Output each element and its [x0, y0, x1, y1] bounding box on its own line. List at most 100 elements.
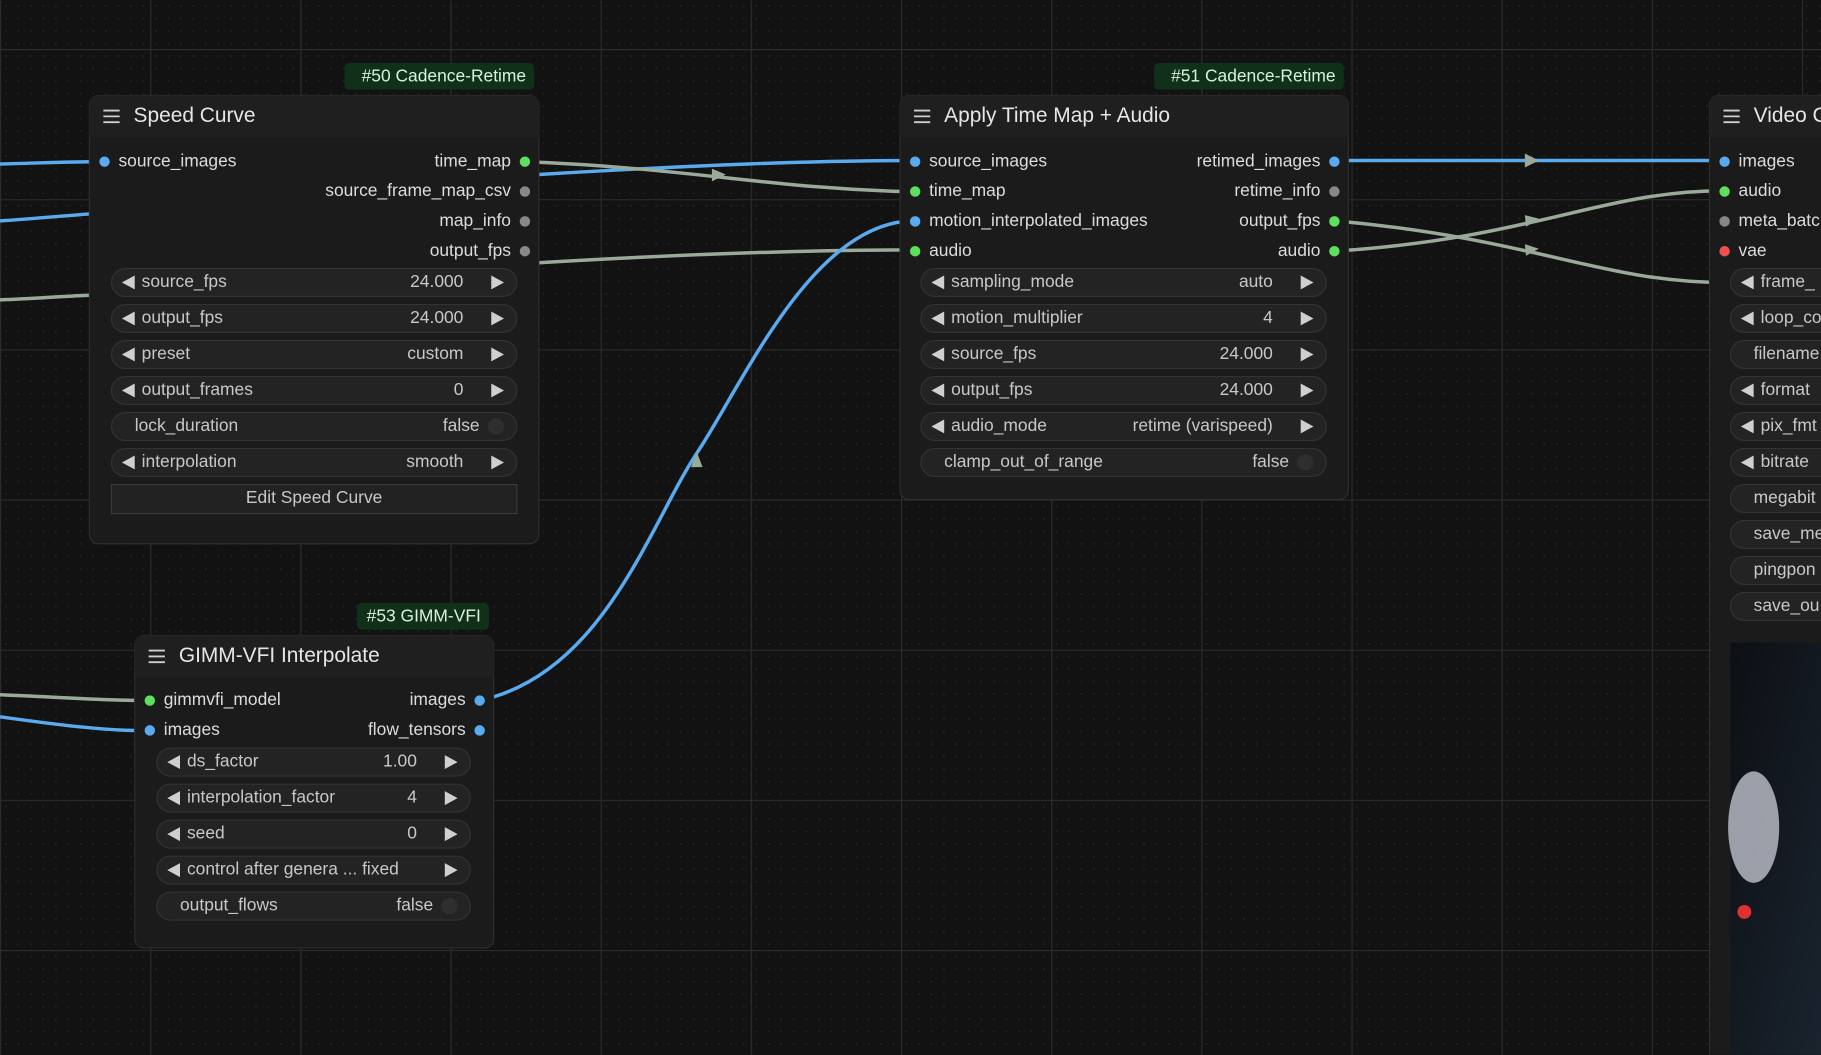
- widget[interactable]: [1729, 447, 1821, 477]
- output-slot[interactable]: [1329, 216, 1340, 227]
- arrow-left[interactable]: [167, 827, 181, 842]
- arrow-right[interactable]: [491, 455, 505, 470]
- widget-value: 4: [1263, 307, 1273, 327]
- toggle[interactable]: [487, 418, 505, 435]
- input-slot[interactable]: [909, 245, 921, 257]
- widget[interactable]: [156, 891, 471, 921]
- arrow-left[interactable]: [121, 311, 135, 326]
- arrow-left[interactable]: [931, 275, 945, 290]
- node[interactable]: Apply Time Map + Audio#51 Cadence-Retime…: [899, 62, 1349, 501]
- widget[interactable]: [920, 339, 1327, 369]
- widget-label: frame_: [1761, 271, 1815, 291]
- widget[interactable]: [1729, 375, 1821, 405]
- widget[interactable]: [1729, 519, 1821, 549]
- widget[interactable]: [156, 855, 471, 885]
- widget-label: filename: [1754, 343, 1820, 363]
- node[interactable]: GIMM-VFI Interpolate #53 GIMM-VFI gimmvfi_…: [134, 602, 495, 949]
- output-slot[interactable]: [1329, 186, 1340, 197]
- input-slot[interactable]: [99, 156, 110, 167]
- arrow-right[interactable]: [491, 275, 505, 290]
- node[interactable]: Speed Curve #50 Cadence-Retime source_imag…: [88, 62, 540, 545]
- arrow-right[interactable]: [444, 863, 458, 878]
- widget[interactable]: [110, 375, 518, 405]
- widget[interactable]: [156, 819, 471, 849]
- arrow-right[interactable]: [444, 755, 458, 770]
- arrow-left[interactable]: [1740, 419, 1754, 434]
- arrow-left[interactable]: [1740, 455, 1754, 470]
- output-label: map_info: [439, 210, 511, 230]
- widget[interactable]: [110, 411, 518, 441]
- arrow-right[interactable]: [1300, 311, 1314, 326]
- widget[interactable]: [920, 375, 1327, 405]
- menu-icon[interactable]: [103, 109, 120, 124]
- widget[interactable]: [110, 339, 518, 369]
- output-slot[interactable]: [474, 695, 485, 706]
- widget[interactable]: [110, 303, 518, 333]
- arrow-left[interactable]: [1740, 383, 1754, 398]
- arrow-right[interactable]: [491, 311, 505, 326]
- input-slot[interactable]: [144, 695, 156, 706]
- widget[interactable]: [1729, 591, 1821, 621]
- widget[interactable]: [1729, 411, 1821, 441]
- arrow-right[interactable]: [491, 347, 505, 362]
- arrow-left[interactable]: [167, 791, 181, 806]
- input-slot[interactable]: [909, 216, 921, 227]
- widget[interactable]: [1729, 303, 1821, 333]
- arrow-right[interactable]: [1300, 419, 1314, 434]
- widget[interactable]: [920, 447, 1327, 477]
- input-slot[interactable]: [909, 186, 921, 197]
- toggle[interactable]: [441, 897, 458, 915]
- menu-icon[interactable]: [913, 109, 931, 124]
- output-slot[interactable]: [1329, 156, 1340, 167]
- widget[interactable]: [156, 747, 471, 777]
- widget[interactable]: [110, 447, 518, 477]
- button[interactable]: [110, 483, 518, 515]
- widget[interactable]: [1729, 555, 1821, 585]
- arrow-left[interactable]: [931, 383, 945, 398]
- arrow-right[interactable]: [444, 827, 458, 842]
- arrow-left[interactable]: [121, 347, 135, 362]
- widget[interactable]: [920, 411, 1327, 441]
- output-slot[interactable]: [519, 156, 531, 167]
- output-slot[interactable]: [474, 725, 485, 736]
- arrow-left[interactable]: [1740, 311, 1754, 326]
- widget[interactable]: [920, 303, 1327, 333]
- arrow-right[interactable]: [1300, 383, 1314, 398]
- output-slot[interactable]: [519, 216, 531, 227]
- widget[interactable]: [1729, 483, 1821, 513]
- output-slot[interactable]: [1329, 245, 1340, 257]
- arrow-left[interactable]: [931, 347, 945, 362]
- arrow-left[interactable]: [167, 755, 181, 770]
- arrow-left[interactable]: [1740, 275, 1754, 290]
- input-slot[interactable]: [909, 156, 921, 167]
- widget[interactable]: [156, 783, 471, 813]
- arrow-right[interactable]: [491, 383, 505, 398]
- widget[interactable]: [920, 267, 1327, 297]
- input-slot[interactable]: [1719, 156, 1730, 167]
- arrow-right[interactable]: [444, 791, 458, 806]
- arrow-left[interactable]: [167, 863, 181, 878]
- menu-icon[interactable]: [148, 649, 165, 664]
- arrow-left[interactable]: [931, 419, 945, 434]
- output-slot[interactable]: [519, 245, 531, 257]
- arrow-left[interactable]: [931, 311, 945, 326]
- input-slot[interactable]: [144, 725, 156, 736]
- arrow-right[interactable]: [1300, 347, 1314, 362]
- arrow-left[interactable]: [121, 383, 135, 398]
- widget-label: format: [1761, 379, 1810, 399]
- arrow-left[interactable]: [121, 455, 135, 470]
- input-slot[interactable]: [1719, 216, 1730, 227]
- menu-icon[interactable]: [1723, 109, 1740, 124]
- arrow-right[interactable]: [1300, 275, 1314, 290]
- input-slot[interactable]: [1719, 245, 1730, 257]
- button-label[interactable]: Edit Speed Curve: [246, 487, 382, 507]
- widget[interactable]: [1729, 339, 1821, 369]
- input-slot[interactable]: [1719, 186, 1730, 197]
- toggle[interactable]: [1297, 454, 1314, 471]
- arrow-left[interactable]: [121, 275, 135, 290]
- widget[interactable]: [1729, 267, 1821, 297]
- output-slot[interactable]: [519, 186, 531, 197]
- widget[interactable]: [110, 267, 518, 297]
